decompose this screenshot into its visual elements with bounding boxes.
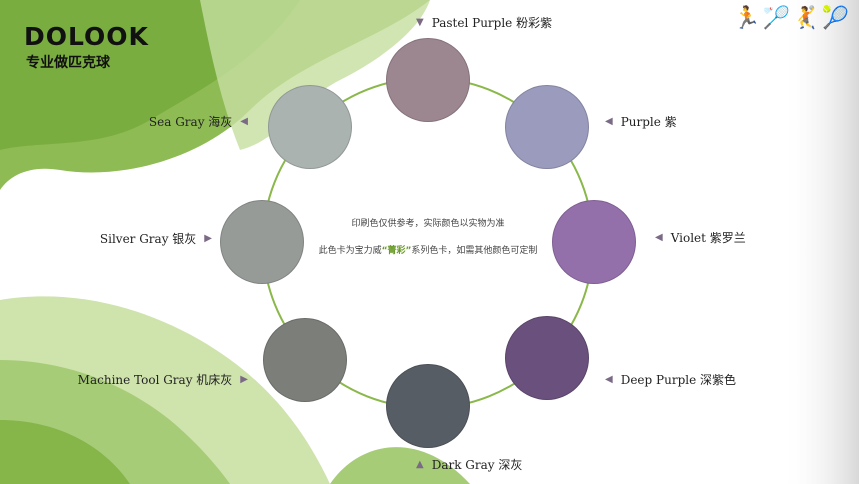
brand-slogan: 专业做匹克球 bbox=[26, 55, 110, 71]
color-swatch bbox=[386, 38, 470, 122]
color-label: ▼ Pastel Purple 粉彩紫 bbox=[416, 14, 552, 31]
color-swatch bbox=[552, 200, 636, 284]
print-note: 印刷色仅供参考，实际颜色以实物为准 bbox=[351, 219, 505, 229]
arrow-icon: ◀ bbox=[655, 232, 663, 243]
arrow-icon: ▼ bbox=[416, 17, 424, 28]
color-swatch bbox=[263, 318, 347, 402]
arrow-icon: ◀ bbox=[240, 116, 248, 127]
color-swatch bbox=[220, 200, 304, 284]
color-label: ◀ Deep Purple 深紫色 bbox=[605, 371, 736, 388]
color-name: Pastel Purple 粉彩紫 bbox=[431, 16, 553, 30]
arrow-icon: ◀ bbox=[605, 374, 613, 385]
arrow-icon: ▶ bbox=[240, 374, 248, 385]
color-swatch bbox=[268, 85, 352, 169]
color-label: Machine Tool Gray 机床灰 ▶ bbox=[78, 371, 248, 388]
color-swatch bbox=[505, 316, 589, 400]
pickleball-players-icon: 🏃🏸🤾🎾 bbox=[733, 6, 851, 31]
arrow-icon: ◀ bbox=[605, 116, 613, 127]
color-name: Silver Gray 银灰 bbox=[99, 232, 197, 246]
color-name: Dark Gray 深灰 bbox=[431, 458, 523, 472]
color-name: Violet 紫罗兰 bbox=[670, 231, 746, 245]
color-label: Sea Gray 海灰 ◀ bbox=[149, 113, 248, 130]
color-name: Deep Purple 深紫色 bbox=[620, 373, 736, 387]
arrow-icon: ▲ bbox=[416, 459, 424, 470]
arrow-icon: ▶ bbox=[204, 233, 212, 244]
brand-logo: DOLOOK bbox=[24, 22, 149, 51]
color-swatch bbox=[505, 85, 589, 169]
color-label: ▲ Dark Gray 深灰 bbox=[416, 456, 522, 473]
color-label: ◀ Purple 紫 bbox=[605, 113, 677, 130]
color-name: Machine Tool Gray 机床灰 bbox=[77, 373, 233, 387]
color-name: Purple 紫 bbox=[620, 115, 677, 129]
series-note: 此色卡为宝力威“菁彩”系列色卡，如需其他颜色可定制 bbox=[318, 246, 538, 256]
color-name: Sea Gray 海灰 bbox=[148, 115, 233, 129]
color-swatch bbox=[386, 364, 470, 448]
color-label: Silver Gray 银灰 ▶ bbox=[100, 230, 212, 247]
color-label: ◀ Violet 紫罗兰 bbox=[655, 229, 746, 246]
